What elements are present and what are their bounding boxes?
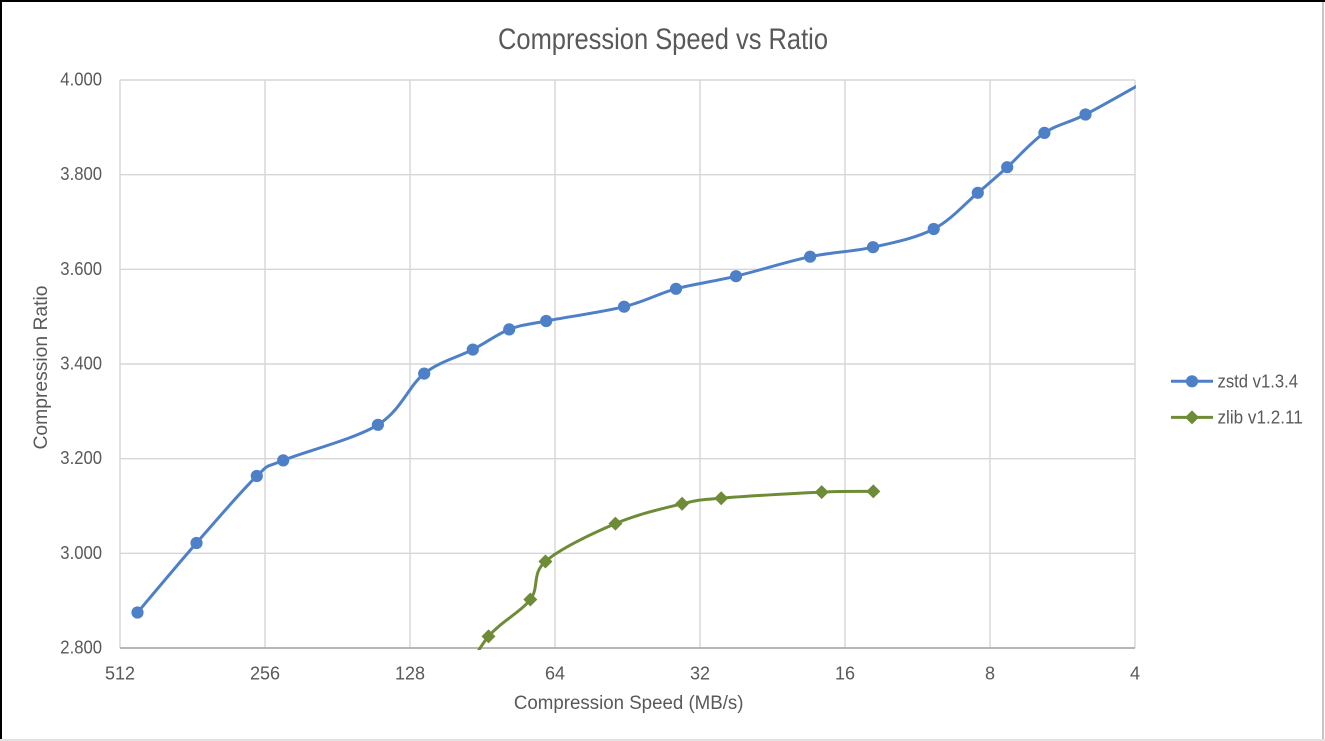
svg-text:4: 4 [1130, 664, 1140, 684]
svg-text:512: 512 [105, 664, 135, 684]
svg-text:256: 256 [250, 664, 280, 684]
svg-text:8: 8 [985, 664, 995, 684]
svg-text:16: 16 [835, 664, 855, 684]
svg-text:zstd v1.3.4: zstd v1.3.4 [1218, 372, 1299, 392]
svg-text:3.600: 3.600 [60, 259, 102, 279]
svg-text:4.000: 4.000 [60, 70, 102, 90]
svg-text:3.000: 3.000 [60, 543, 102, 563]
svg-text:Compression Speed vs Ratio: Compression Speed vs Ratio [498, 23, 828, 56]
svg-text:3.400: 3.400 [60, 354, 102, 374]
svg-text:3.200: 3.200 [60, 448, 102, 468]
svg-text:64: 64 [545, 664, 565, 684]
svg-text:Compression Speed (MB/s): Compression Speed (MB/s) [514, 693, 744, 714]
svg-text:128: 128 [395, 664, 425, 684]
svg-text:Compression Ratio: Compression Ratio [31, 286, 52, 450]
svg-text:3.800: 3.800 [60, 164, 102, 184]
svg-text:2.800: 2.800 [60, 638, 102, 658]
svg-text:32: 32 [690, 664, 710, 684]
svg-text:zlib v1.2.11: zlib v1.2.11 [1218, 408, 1303, 428]
